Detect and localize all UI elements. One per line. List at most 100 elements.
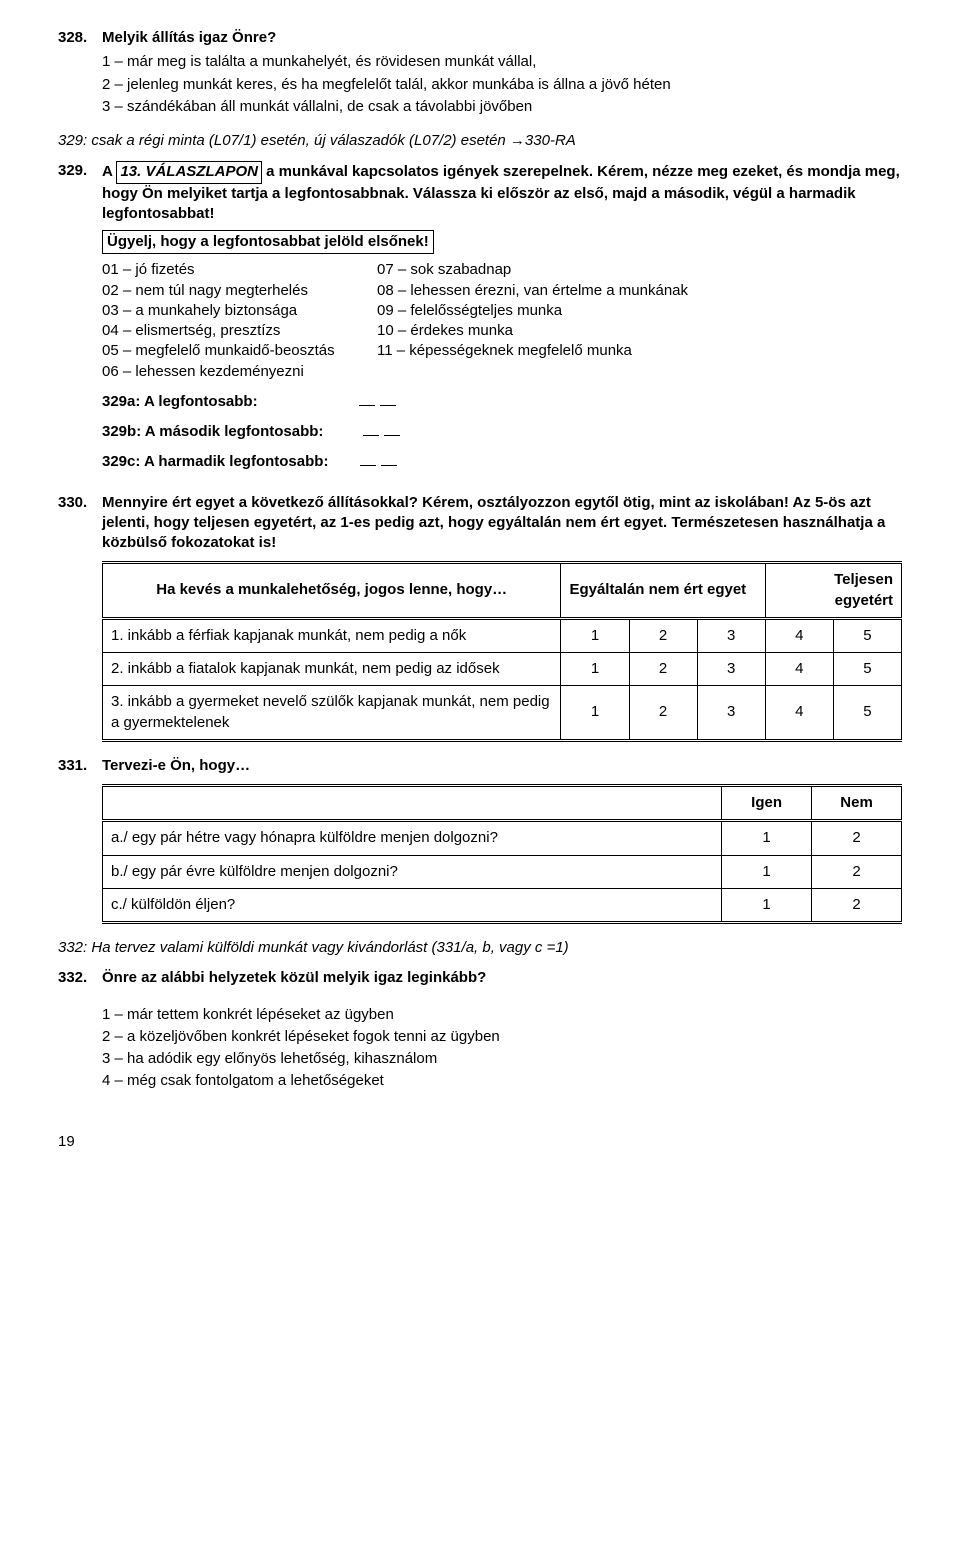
q332-opt: 3 – ha adódik egy előnyös lehetőség, kih… xyxy=(102,1049,902,1069)
q329-box: 13. VÁLASZLAPON xyxy=(120,163,258,180)
q329a-label: 329a: A legfontosabb: xyxy=(102,393,258,410)
table-row: b./ egy pár évre külföldre menjen dolgoz… xyxy=(103,855,902,888)
q332-options: 1 – már tettem konkrét lépéseket az ügyb… xyxy=(102,1005,902,1092)
scale-cell[interactable]: 1 xyxy=(561,618,629,652)
q328-title: Melyik állítás igaz Önre? xyxy=(102,28,902,48)
q328-num: 328. xyxy=(58,28,102,48)
q330-hdr-right: Teljesen egyetért xyxy=(765,563,901,619)
row-label: a./ egy pár hétre vagy hónapra külföldre… xyxy=(103,821,722,855)
table-row: a./ egy pár hétre vagy hónapra külföldre… xyxy=(103,821,902,855)
q329-col-left: 01 – jó fizetés 02 – nem túl nagy megter… xyxy=(102,260,377,382)
q328-opt: 1 – már meg is találta a munkahelyét, és… xyxy=(102,52,902,72)
q331-num: 331. xyxy=(58,756,102,776)
row-label: b./ egy pár évre külföldre menjen dolgoz… xyxy=(103,855,722,888)
blank[interactable] xyxy=(363,424,379,436)
q329c-label: 329c: A harmadik legfontosabb: xyxy=(102,453,328,470)
q330-title: Mennyire ért egyet a következő állítások… xyxy=(102,493,902,554)
row-label: 1. inkább a férfiak kapjanak munkát, nem… xyxy=(103,618,561,652)
q331-hdr-yes: Igen xyxy=(722,786,812,821)
q329-opt: 02 – nem túl nagy megterhelés xyxy=(102,281,377,301)
q329-col-right: 07 – sok szabadnap 08 – lehessen érezni,… xyxy=(377,260,688,382)
row-label: c./ külföldön éljen? xyxy=(103,888,722,922)
skip-329: 329: csak a régi minta (L07/1) esetén, ú… xyxy=(58,131,902,151)
q329-opt: 11 – képességeknek megfelelő munka xyxy=(377,341,688,361)
q332-opt: 4 – még csak fontolgatom a lehetőségeket xyxy=(102,1071,902,1091)
q329-title: A 13. VÁLASZLAPON a munkával kapcsolatos… xyxy=(102,161,902,224)
q332-title: Önre az alábbi helyzetek közül melyik ig… xyxy=(102,968,902,988)
row-label: 3. inkább a gyermeket nevelő szülők kapj… xyxy=(103,686,561,741)
q329-num: 329. xyxy=(58,161,102,224)
q329c: 329c: A harmadik legfontosabb: xyxy=(102,452,902,472)
q329-opt: 03 – a munkahely biztonsága xyxy=(102,301,377,321)
q329-opt: 04 – elismertség, presztízs xyxy=(102,321,377,341)
scale-cell[interactable]: 4 xyxy=(765,686,833,741)
q330-hdr-mid: Egyáltalán nem ért egyet xyxy=(561,563,765,619)
q329-opt: 10 – érdekes munka xyxy=(377,321,688,341)
q328-options: 1 – már meg is találta a munkahelyét, és… xyxy=(102,52,902,117)
q329-hint: Ügyelj, hogy a legfontosabbat jelöld els… xyxy=(102,230,434,254)
yes-cell[interactable]: 1 xyxy=(722,888,812,922)
row-label: 2. inkább a fiatalok kapjanak munkát, ne… xyxy=(103,653,561,686)
q330-hdr-left: Ha kevés a munkalehetőség, jogos lenne, … xyxy=(103,563,561,619)
question-331: 331. Tervezi-e Ön, hogy… Igen Nem a./ eg… xyxy=(58,756,902,924)
no-cell[interactable]: 2 xyxy=(812,855,902,888)
q328-head: 328. Melyik állítás igaz Önre? xyxy=(58,28,902,48)
scale-cell[interactable]: 1 xyxy=(561,686,629,741)
blank[interactable] xyxy=(380,394,396,406)
q329-options: 01 – jó fizetés 02 – nem túl nagy megter… xyxy=(102,260,902,382)
scale-cell[interactable]: 3 xyxy=(697,618,765,652)
scale-cell[interactable]: 5 xyxy=(833,686,901,741)
yes-cell[interactable]: 1 xyxy=(722,821,812,855)
q329b: 329b: A második legfontosabb: xyxy=(102,422,902,442)
yes-cell[interactable]: 1 xyxy=(722,855,812,888)
q332-opt: 1 – már tettem konkrét lépéseket az ügyb… xyxy=(102,1005,902,1025)
scale-cell[interactable]: 5 xyxy=(833,653,901,686)
scale-cell[interactable]: 2 xyxy=(629,653,697,686)
scale-cell[interactable]: 3 xyxy=(697,653,765,686)
question-329: 329. A 13. VÁLASZLAPON a munkával kapcso… xyxy=(58,161,902,472)
q329-opt: 07 – sok szabadnap xyxy=(377,260,688,280)
q329-opt: 06 – lehessen kezdeményezni xyxy=(102,362,377,382)
q328-opt: 2 – jelenleg munkát keres, és ha megfele… xyxy=(102,75,902,95)
q329-hint-wrap: Ügyelj, hogy a legfontosabbat jelöld els… xyxy=(102,230,902,254)
blank[interactable] xyxy=(360,454,376,466)
scale-cell[interactable]: 4 xyxy=(765,653,833,686)
scale-cell[interactable]: 3 xyxy=(697,686,765,741)
q329-opt: 09 – felelősségteljes munka xyxy=(377,301,688,321)
scale-cell[interactable]: 4 xyxy=(765,618,833,652)
scale-cell[interactable]: 5 xyxy=(833,618,901,652)
table-row: c./ külföldön éljen? 1 2 xyxy=(103,888,902,922)
q329-opt: 08 – lehessen érezni, van értelme a munk… xyxy=(377,281,688,301)
table-row: 1. inkább a férfiak kapjanak munkát, nem… xyxy=(103,618,902,652)
q329a: 329a: A legfontosabb: xyxy=(102,392,902,412)
q331-head: 331. Tervezi-e Ön, hogy… xyxy=(58,756,902,776)
empty-cell xyxy=(103,786,722,821)
question-328: 328. Melyik állítás igaz Önre? 1 – már m… xyxy=(58,28,902,117)
scale-cell[interactable]: 1 xyxy=(561,653,629,686)
q331-hdr-no: Nem xyxy=(812,786,902,821)
blank[interactable] xyxy=(381,454,397,466)
q329-head: 329. A 13. VÁLASZLAPON a munkával kapcso… xyxy=(58,161,902,224)
question-332: 332. Önre az alábbi helyzetek közül mely… xyxy=(58,968,902,1091)
table-row: 2. inkább a fiatalok kapjanak munkát, ne… xyxy=(103,653,902,686)
q330-head: 330. Mennyire ért egyet a következő állí… xyxy=(58,493,902,554)
question-330: 330. Mennyire ért egyet a következő állí… xyxy=(58,493,902,742)
q330-table: Ha kevés a munkalehetőség, jogos lenne, … xyxy=(102,561,902,742)
page-number: 19 xyxy=(58,1132,902,1152)
q329b-label: 329b: A második legfontosabb: xyxy=(102,423,323,440)
q329-pre: A xyxy=(102,163,116,180)
q331-title: Tervezi-e Ön, hogy… xyxy=(102,756,902,776)
scale-cell[interactable]: 2 xyxy=(629,618,697,652)
q329-opt: 05 – megfelelő munkaidő-beosztás xyxy=(102,341,377,361)
table-row: 3. inkább a gyermeket nevelő szülők kapj… xyxy=(103,686,902,741)
blank[interactable] xyxy=(359,394,375,406)
q331-table: Igen Nem a./ egy pár hétre vagy hónapra … xyxy=(102,784,902,924)
blank[interactable] xyxy=(384,424,400,436)
table-header-row: Ha kevés a munkalehetőség, jogos lenne, … xyxy=(103,563,902,619)
no-cell[interactable]: 2 xyxy=(812,888,902,922)
scale-cell[interactable]: 2 xyxy=(629,686,697,741)
q329-opt: 01 – jó fizetés xyxy=(102,260,377,280)
q328-opt: 3 – szándékában áll munkát vállalni, de … xyxy=(102,97,902,117)
table-header-row: Igen Nem xyxy=(103,786,902,821)
no-cell[interactable]: 2 xyxy=(812,821,902,855)
